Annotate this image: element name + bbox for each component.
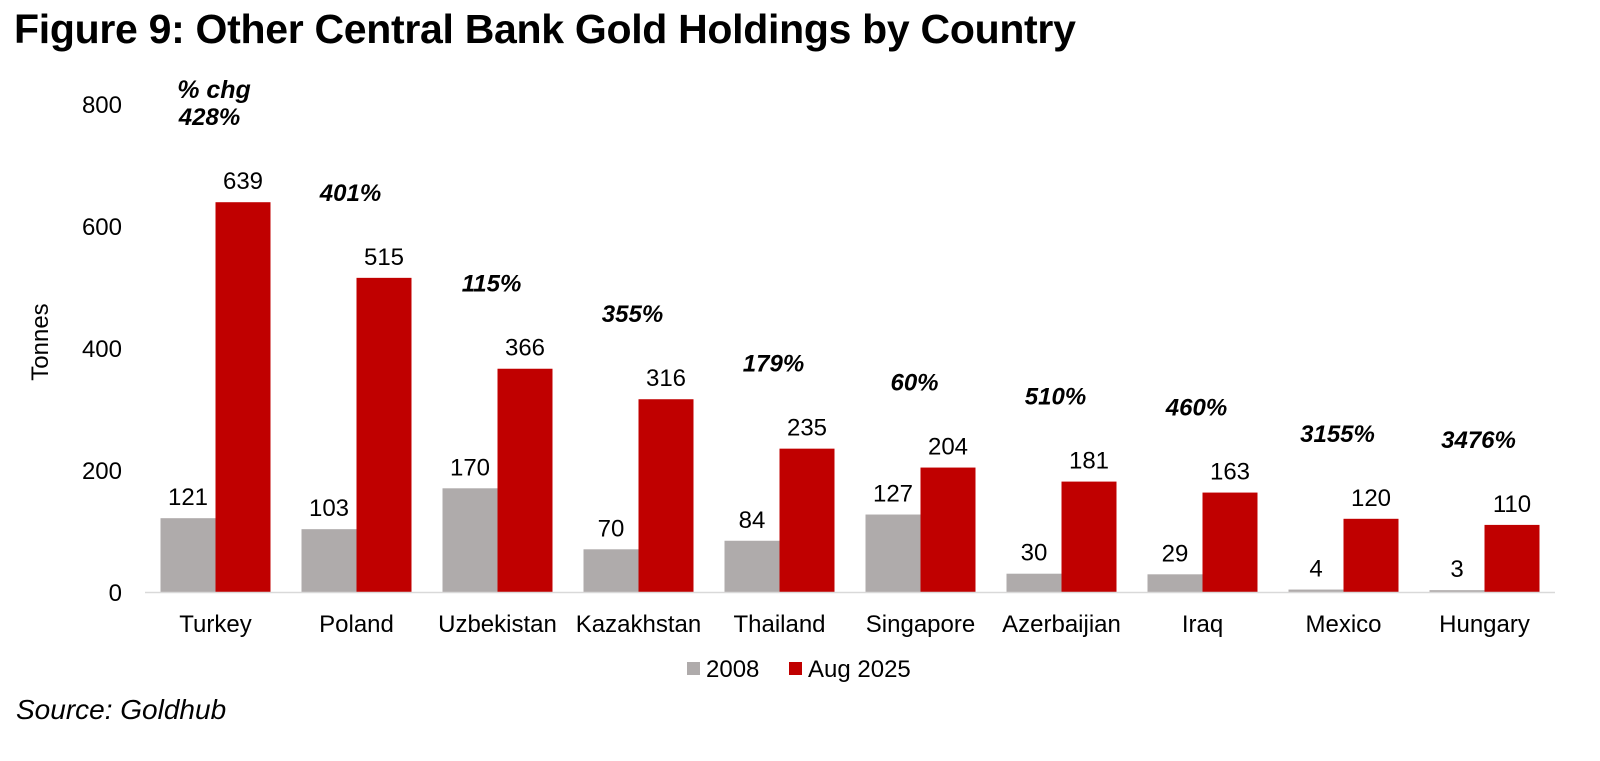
pct-header: % chg [177, 76, 251, 104]
pct-change-label: 355% [602, 301, 663, 328]
bar-2008 [724, 540, 780, 592]
data-label: 127 [873, 481, 913, 508]
legend: 2008 Aug 2025 [687, 656, 911, 683]
source-note: Source: Goldhub [16, 694, 227, 725]
bar-2008 [442, 488, 498, 592]
pct-change-label: 510% [1025, 384, 1086, 411]
data-label: 30 [1021, 540, 1048, 567]
bar-aug-2025 [638, 399, 694, 592]
x-tick-label: Singapore [866, 611, 975, 638]
bar-aug-2025 [1484, 524, 1540, 592]
data-label: 639 [223, 168, 263, 195]
data-label: 316 [646, 365, 686, 392]
data-label: 204 [928, 434, 968, 461]
bar-2008 [1429, 590, 1485, 592]
x-tick-label: Mexico [1305, 611, 1381, 638]
data-label: 181 [1069, 448, 1109, 475]
pct-change-label: 428% [178, 104, 240, 131]
bars [160, 202, 1540, 592]
bar-2008 [865, 514, 921, 592]
bar-aug-2025 [1202, 492, 1258, 592]
x-tick-label: Poland [319, 611, 394, 638]
data-label: 235 [787, 415, 827, 442]
bar-aug-2025 [356, 277, 412, 592]
pct-change-label: 3476% [1441, 427, 1516, 454]
bar-aug-2025 [1343, 518, 1399, 592]
bar-2008 [1006, 573, 1062, 592]
x-tick-label: Iraq [1182, 611, 1223, 638]
data-label: 120 [1351, 485, 1391, 512]
chart-title: Figure 9: Other Central Bank Gold Holdin… [14, 6, 1076, 52]
data-label: 84 [739, 507, 766, 534]
y-tick-label: 0 [109, 580, 122, 607]
pct-change-label: 460% [1165, 395, 1227, 422]
x-tick-label: Azerbaijian [1002, 611, 1121, 638]
x-tick-label: Hungary [1439, 611, 1530, 638]
data-label: 515 [364, 244, 404, 271]
pct-change-label: 401% [319, 180, 381, 207]
pct-change-label: 3155% [1300, 421, 1375, 448]
value-labels: 121 639 103 515 170 366 70 316 84 235 127 204 30 181 2… [168, 168, 1531, 583]
y-tick-label: 200 [82, 458, 122, 485]
bar-aug-2025 [779, 448, 835, 592]
pct-change-label: 60% [890, 370, 938, 397]
data-label: 103 [309, 495, 349, 522]
x-axis-labels: Turkey Poland Uzbekistan Kazakhstan Thailand… [179, 611, 1530, 638]
y-axis-ticks: 0 200 400 600 800 [82, 92, 122, 607]
bar-2008 [1147, 574, 1203, 592]
data-label: 4 [1309, 556, 1322, 583]
legend-label: 2008 [706, 656, 759, 683]
x-tick-label: Uzbekistan [438, 611, 557, 638]
data-label: 110 [1493, 491, 1531, 518]
bar-2008 [301, 529, 357, 592]
bar-aug-2025 [920, 467, 976, 592]
pct-change-label: 115% [462, 271, 522, 298]
bar-aug-2025 [1061, 481, 1117, 592]
data-label: 163 [1210, 459, 1250, 486]
x-tick-label: Kazakhstan [576, 611, 701, 638]
x-tick-label: Thailand [733, 611, 825, 638]
data-label: 70 [598, 515, 625, 542]
bar-2008 [160, 518, 216, 592]
data-label: 121 [168, 484, 208, 511]
bar-2008 [583, 549, 639, 592]
data-label: 3 [1450, 556, 1463, 583]
legend-label: Aug 2025 [808, 656, 911, 683]
y-tick-label: 800 [82, 92, 122, 119]
y-tick-label: 400 [82, 336, 122, 363]
x-tick-label: Turkey [179, 611, 251, 638]
pct-change-labels: 428% 401% 115% 355% 179% 60% 510% 460% 3155% 3476… [178, 104, 1516, 454]
data-label: 29 [1162, 540, 1189, 567]
bar-aug-2025 [497, 368, 553, 592]
bar-aug-2025 [215, 202, 271, 592]
y-tick-label: 600 [82, 214, 122, 241]
data-label: 366 [505, 335, 545, 362]
legend-swatch [687, 662, 700, 675]
data-label: 170 [450, 454, 490, 481]
legend-swatch [789, 662, 802, 675]
pct-change-label: 179% [743, 351, 804, 378]
bar-2008 [1288, 589, 1344, 592]
y-axis-label: Tonnes [27, 303, 54, 380]
